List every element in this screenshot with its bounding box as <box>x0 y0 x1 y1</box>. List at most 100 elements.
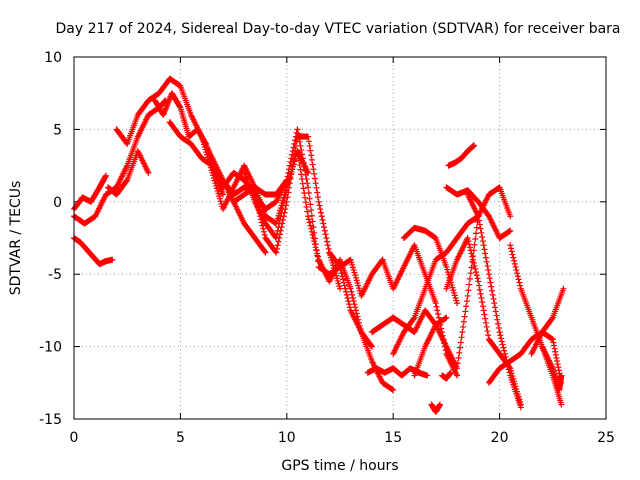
data-point <box>496 329 503 336</box>
data-point <box>305 133 312 140</box>
data-point <box>299 180 306 187</box>
data-point <box>319 216 326 223</box>
data-point <box>299 155 306 162</box>
data-point <box>484 328 491 335</box>
data-point <box>549 315 556 322</box>
data-point <box>275 238 282 245</box>
data-point <box>338 270 345 277</box>
data-point <box>498 338 505 345</box>
data-point <box>349 294 356 301</box>
data-point <box>478 294 485 301</box>
data-point <box>467 270 474 277</box>
data-point <box>464 235 471 241</box>
data-point <box>314 189 321 196</box>
data-point <box>465 238 472 245</box>
data-point <box>495 320 502 327</box>
series-track-t28 <box>439 369 454 382</box>
data-points <box>71 75 567 415</box>
data-point <box>477 290 484 297</box>
data-point <box>410 315 417 322</box>
data-point <box>501 347 508 354</box>
data-point <box>356 319 362 326</box>
data-point <box>340 276 347 283</box>
x-tick-label: 15 <box>384 430 402 446</box>
data-point <box>553 354 560 361</box>
data-point <box>289 151 296 158</box>
data-point <box>473 269 480 276</box>
data-point <box>443 314 450 321</box>
data-point <box>308 156 315 163</box>
data-point <box>261 231 268 238</box>
data-point <box>273 245 280 252</box>
data-point <box>301 190 308 197</box>
data-point <box>494 316 501 323</box>
x-axis-label: GPS time / hours <box>281 458 398 474</box>
data-point <box>551 342 558 349</box>
data-point <box>436 318 443 325</box>
data-point <box>123 178 130 185</box>
data-point <box>480 242 487 249</box>
data-point <box>281 195 288 202</box>
data-point <box>434 307 441 314</box>
series-track-t12 <box>326 249 386 299</box>
data-point <box>473 224 480 231</box>
data-point <box>457 339 464 346</box>
data-point <box>298 147 305 154</box>
data-point <box>299 176 305 183</box>
data-point <box>560 285 567 292</box>
data-point <box>354 313 361 320</box>
data-point <box>322 231 329 238</box>
data-point <box>512 263 519 270</box>
data-point <box>507 242 514 249</box>
data-point <box>481 246 488 253</box>
data-point <box>305 213 312 220</box>
series-track-t23 <box>485 285 567 386</box>
data-point <box>323 235 330 241</box>
data-point <box>554 358 561 365</box>
data-point <box>310 166 317 173</box>
data-point <box>297 166 304 173</box>
data-point <box>454 365 461 372</box>
data-point <box>488 283 495 290</box>
data-point <box>352 307 359 314</box>
data-point <box>307 201 314 208</box>
plot-frame <box>73 56 607 420</box>
data-point <box>318 209 324 216</box>
data-point <box>308 225 315 232</box>
data-point <box>280 198 287 205</box>
data-point <box>300 159 307 166</box>
data-point <box>490 296 497 303</box>
y-tick-label: 10 <box>44 50 62 66</box>
data-point <box>482 254 489 261</box>
data-point <box>480 307 487 314</box>
data-point <box>461 313 468 320</box>
data-point <box>505 366 512 373</box>
data-point <box>305 216 312 223</box>
data-point <box>460 323 467 330</box>
data-point <box>454 372 461 379</box>
x-tick-label: 5 <box>176 430 185 446</box>
data-point <box>261 228 267 235</box>
data-point <box>277 213 284 220</box>
chart-title: Day 217 of 2024, Sidereal Day-to-day VTE… <box>55 21 620 37</box>
data-point <box>283 187 290 194</box>
data-point <box>337 285 343 292</box>
data-point <box>558 401 565 408</box>
data-point <box>343 291 350 298</box>
data-point <box>489 287 495 294</box>
data-point <box>555 364 562 371</box>
data-point <box>551 345 558 352</box>
data-point <box>316 202 323 209</box>
data-point <box>290 144 297 151</box>
data-point <box>318 213 325 220</box>
series-track-t1 <box>71 97 169 227</box>
data-point <box>279 206 286 213</box>
data-point <box>552 351 559 358</box>
data-point <box>299 151 305 158</box>
axis-ticks: 0 5 10 15 20 25 -15 -10 -5 0 5 10 <box>39 50 615 446</box>
y-tick-label: -15 <box>39 412 62 428</box>
data-point <box>305 184 312 191</box>
data-point <box>500 344 507 351</box>
data-point <box>517 404 524 411</box>
data-point <box>295 152 302 159</box>
